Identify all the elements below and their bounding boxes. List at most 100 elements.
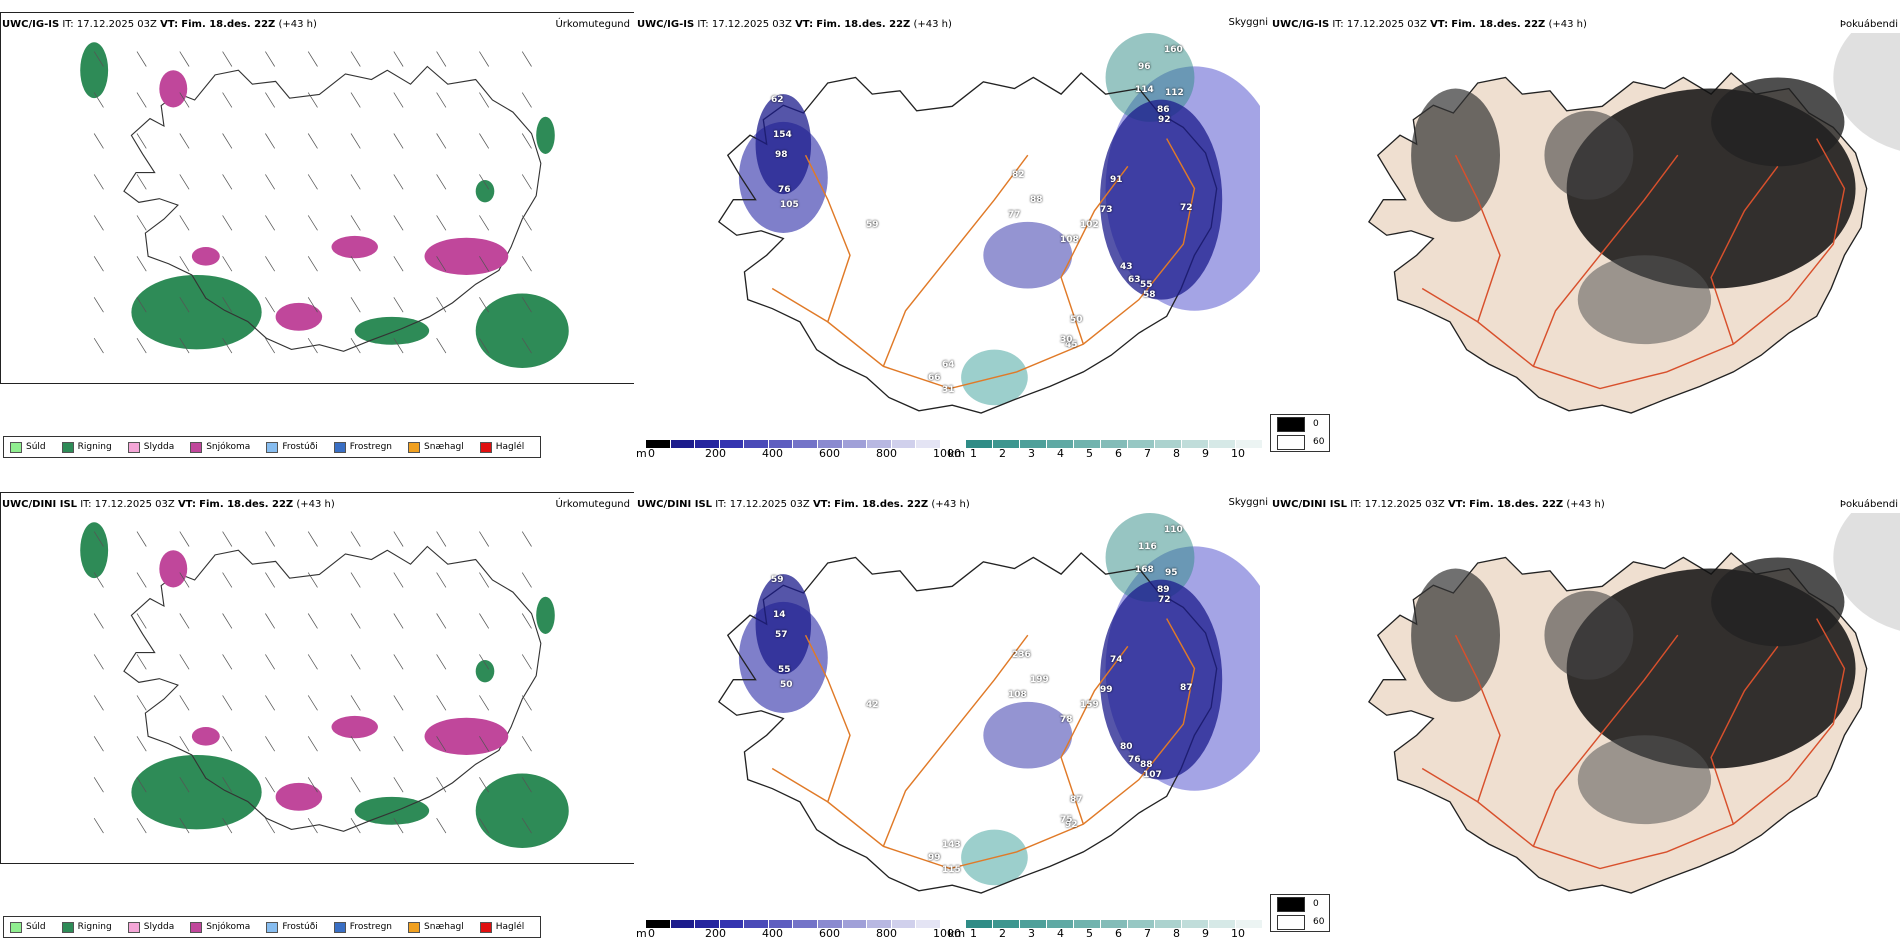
panel-header: UWC/IG-IS IT: 17.12.2025 03Z VT: Fim. 18… <box>1272 19 1587 31</box>
visibility-panel-title: Skyggni <box>1228 497 1268 508</box>
colorbar-cell <box>1128 920 1155 928</box>
fog-label: 60 <box>1313 917 1325 927</box>
fog-legend-row: 0 <box>1271 895 1329 913</box>
vis-tick: 8 <box>1173 927 1180 940</box>
ceiling-value-label: 76 <box>1128 755 1141 765</box>
legend-swatch <box>266 441 279 453</box>
model-name: UWC/DINI ISL <box>1272 499 1348 510</box>
model-name: UWC/IG-IS <box>2 19 60 30</box>
it-label: IT: <box>1350 499 1362 510</box>
fog-label: 60 <box>1313 437 1325 447</box>
vis-tick: 9 <box>1202 447 1209 460</box>
panel-header: UWC/DINI ISL IT: 17.12.2025 03Z VT: Fim.… <box>1272 499 1605 511</box>
ceiling-value-label: 199 <box>1030 675 1049 685</box>
legend-swatch <box>190 921 203 933</box>
it-label: IT: <box>1332 19 1344 30</box>
colorbar-cell <box>1236 920 1263 928</box>
fog-legend: 0 60 <box>1270 414 1330 452</box>
legend-item: Súld <box>4 441 46 453</box>
fog-map <box>1367 513 1900 894</box>
fog-map <box>1367 33 1900 414</box>
ceiling-value-label: 105 <box>780 200 799 210</box>
fog-label: 0 <box>1313 899 1319 909</box>
it-label: IT: <box>697 19 709 30</box>
ceiling-bar-unit: m <box>636 927 647 940</box>
vis-tick: 4 <box>1057 927 1064 940</box>
fog-swatch <box>1277 914 1305 930</box>
ceiling-colorbar <box>646 440 941 448</box>
ceiling-value-label: 59 <box>771 575 784 585</box>
model-name: UWC/IG-IS <box>637 19 695 30</box>
ceiling-value-label: 115 <box>942 865 961 875</box>
colorbar-cell <box>818 920 843 928</box>
it-value: 17.12.2025 03Z <box>729 499 810 510</box>
colorbar-cell <box>768 440 794 448</box>
vis-tick: 3 <box>1028 447 1035 460</box>
legend-swatch <box>190 441 203 453</box>
visibility-panel-title: Skyggni <box>1228 17 1268 28</box>
ceiling-tick: 0 <box>648 447 655 460</box>
ceiling-tick: 200 <box>705 447 726 460</box>
legend-label: Frostregn <box>349 442 393 452</box>
ceiling-value-label: 110 <box>1164 525 1183 535</box>
legend-item: Rigning <box>56 441 112 453</box>
colorbar-cell <box>793 920 819 928</box>
ceiling-value-label: 160 <box>1164 45 1183 55</box>
ceiling-value-label: 72 <box>1158 595 1171 605</box>
colorbar-cell <box>842 920 868 928</box>
lead-time: (+43 h) <box>913 19 952 30</box>
vt-label: VT: <box>1447 499 1466 510</box>
vt-value: Fim. 18.des. 22Z <box>834 499 929 510</box>
colorbar-cell <box>1074 440 1101 448</box>
it-label: IT: <box>80 499 92 510</box>
legend-swatch <box>333 921 346 933</box>
legend-item: Súld <box>4 921 46 933</box>
ceiling-value-label: 77 <box>1008 210 1021 220</box>
legend-label: Haglél <box>495 922 525 932</box>
legend-label: Snæhagl <box>424 922 464 932</box>
legend-swatch <box>408 441 421 453</box>
legend-swatch <box>127 921 140 933</box>
legend-swatch <box>61 921 74 933</box>
ceiling-value-label: 114 <box>1135 85 1154 95</box>
colorbar-cell <box>993 440 1020 448</box>
ceiling-value-label: 108 <box>1008 690 1027 700</box>
vt-value: Fim. 18.des. 22Z <box>181 19 276 30</box>
lead-time: (+43 h) <box>278 19 317 30</box>
ceiling-tick: 1000 <box>933 927 961 940</box>
vis-tick: 6 <box>1115 927 1122 940</box>
ceiling-value-label: 159 <box>1080 700 1099 710</box>
vis-tick: 9 <box>1202 927 1209 940</box>
ceiling-value-label: 91 <box>1110 175 1123 185</box>
ceiling-value-label: 96 <box>1138 62 1151 72</box>
ceiling-value-label: 57 <box>775 630 788 640</box>
vt-label: VT: <box>812 499 831 510</box>
ceiling-tick: 1000 <box>933 447 961 460</box>
legend-label: Rigning <box>77 442 112 452</box>
ceiling-value-label: 98 <box>775 150 788 160</box>
ceiling-value-label: 99 <box>928 853 941 863</box>
fog-legend-row: 60 <box>1271 433 1329 451</box>
model-name: UWC/DINI ISL <box>637 499 713 510</box>
colorbar-cell <box>1020 440 1047 448</box>
ceiling-value-label: 74 <box>1110 655 1123 665</box>
ceiling-tick: 200 <box>705 927 726 940</box>
ceiling-value-label: 108 <box>1060 235 1079 245</box>
it-value: 17.12.2025 03Z <box>1346 19 1427 30</box>
ceiling-value-label: 95 <box>1165 568 1178 578</box>
colorbar-cell <box>891 920 917 928</box>
model-name: UWC/IG-IS <box>1272 19 1330 30</box>
colorbar-cell <box>1182 920 1209 928</box>
colorbar-cell <box>818 440 843 448</box>
precip-legend: Súld Rigning Slydda Snjókoma Frostúði Frostre… <box>3 916 542 938</box>
ceiling-value-label: 154 <box>773 130 792 140</box>
fog-panel-title: Þokuábendi <box>1839 499 1898 510</box>
colorbar-cell <box>1155 440 1182 448</box>
ceiling-value-label: 42 <box>866 700 879 710</box>
vt-value: Fim. 18.des. 22Z <box>1469 499 1564 510</box>
colorbar-cell <box>891 440 917 448</box>
fog-swatch <box>1277 434 1305 450</box>
colorbar-cell <box>993 920 1020 928</box>
legend-swatch <box>333 441 346 453</box>
ceiling-value-label: 116 <box>1138 542 1157 552</box>
